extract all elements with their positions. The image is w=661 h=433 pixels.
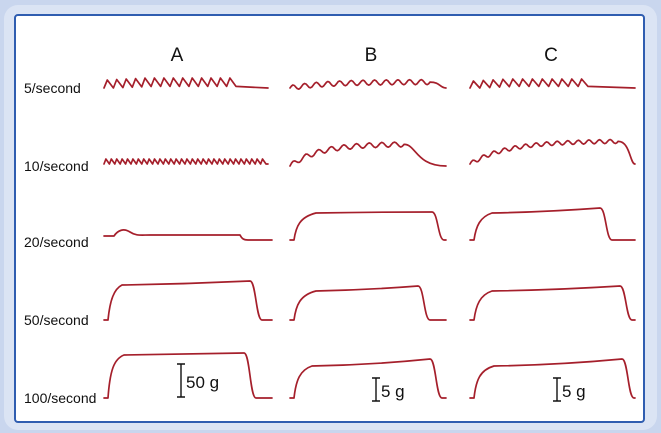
column-header-a: A bbox=[171, 45, 184, 66]
trace-b-10 bbox=[289, 141, 447, 167]
trace-a-100 bbox=[103, 352, 273, 399]
row-label-5: 5/second bbox=[24, 80, 81, 96]
trace-c-5 bbox=[469, 78, 636, 89]
scale-bar-b: 5 g bbox=[372, 377, 405, 402]
trace-b-100 bbox=[289, 358, 447, 399]
column-header-b: B bbox=[365, 45, 378, 66]
tension-traces bbox=[103, 77, 636, 399]
row-label-50: 50/second bbox=[24, 312, 89, 328]
row-label-100: 100/second bbox=[24, 390, 96, 406]
trace-b-5 bbox=[289, 78, 447, 91]
scale-bar-c-label: 5 g bbox=[562, 382, 586, 401]
trace-a-10 bbox=[103, 158, 269, 165]
row-label-20: 20/second bbox=[24, 234, 89, 250]
column-header-c: C bbox=[544, 45, 558, 66]
trace-b-20 bbox=[289, 211, 447, 241]
row-label-10: 10/second bbox=[24, 158, 89, 174]
trace-a-5 bbox=[103, 77, 269, 89]
trace-c-50 bbox=[469, 285, 636, 321]
trace-c-10 bbox=[469, 138, 636, 165]
scale-bar-c: 5 g bbox=[553, 377, 586, 402]
trace-a-20 bbox=[103, 229, 273, 241]
scale-bar-a-label: 50 g bbox=[186, 373, 219, 392]
trace-c-20 bbox=[469, 207, 636, 241]
trace-b-50 bbox=[289, 285, 447, 321]
trace-a-50 bbox=[103, 280, 273, 321]
scale-bar-b-label: 5 g bbox=[381, 382, 405, 401]
scale-bar-a: 50 g bbox=[177, 363, 219, 398]
trace-c-100 bbox=[469, 358, 636, 399]
